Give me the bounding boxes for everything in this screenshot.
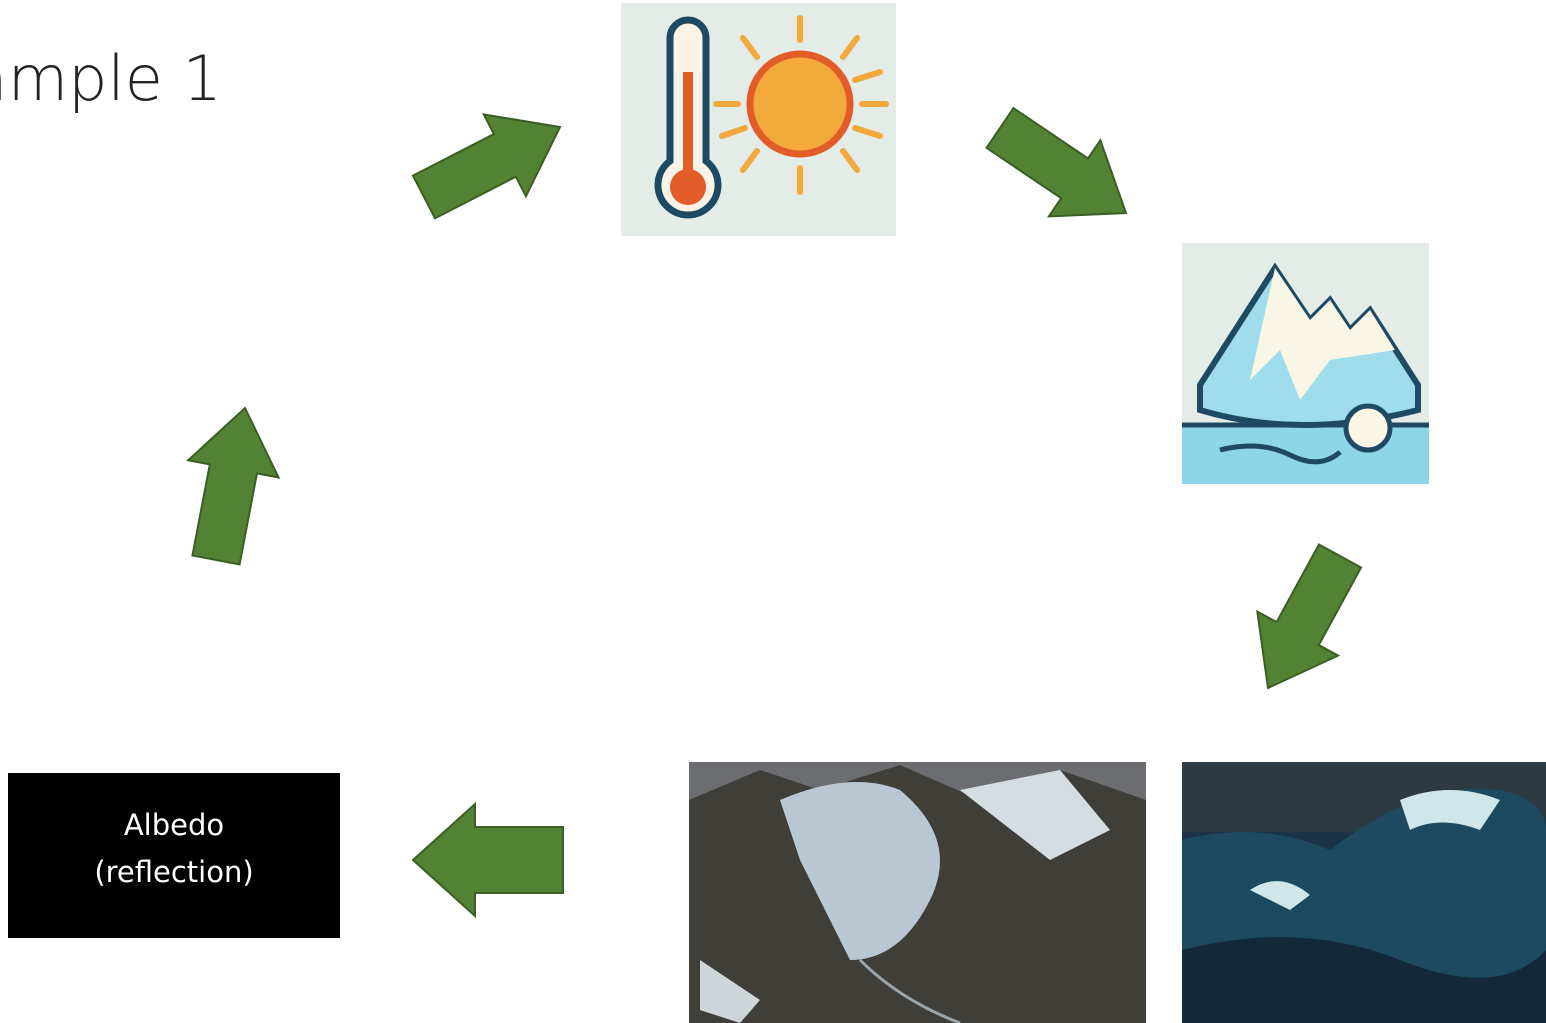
slide: Example 1: [0, 0, 1546, 1023]
slide-title: Example 1: [0, 42, 222, 115]
storm-sea-image: [1182, 762, 1546, 1023]
flow-arrow: [403, 86, 581, 238]
flow-arrow: [974, 90, 1151, 251]
flow-arrow: [413, 804, 563, 916]
glacier-photo: [689, 762, 1146, 1023]
heat-icon: [621, 3, 896, 236]
albedo-label: Albedo: [124, 808, 224, 842]
page: Example 1: [0, 0, 1546, 1023]
iceberg-icon: [1182, 243, 1429, 484]
albedo-label: (reflection): [94, 855, 253, 889]
flow-arrow: [1228, 534, 1381, 710]
flow-arrow: [171, 399, 290, 568]
